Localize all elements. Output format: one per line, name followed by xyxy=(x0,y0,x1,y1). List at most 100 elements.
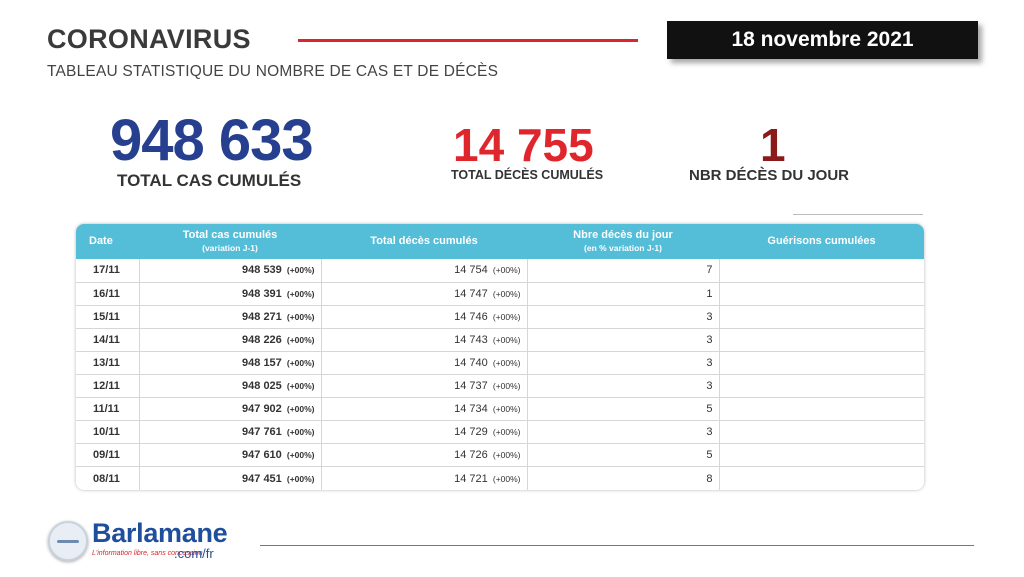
cell-daily-deaths-value: 8 xyxy=(706,472,713,485)
table-row: 08/11 947 451 (+00%) 14 721 (+00%) 8 xyxy=(76,466,924,490)
cell-daily-deaths-value: 5 xyxy=(706,449,713,462)
cell-cases-value: 948 391 xyxy=(242,287,282,300)
table-header-row: Date Total cas cumulés (variation J-1) T… xyxy=(76,224,924,259)
date-badge: 18 novembre 2021 xyxy=(667,21,978,59)
cell-cases-variation: (+00%) xyxy=(286,404,315,415)
cell-date-value: 14/11 xyxy=(93,333,120,346)
cell-deaths-variation: (+00%) xyxy=(492,265,521,276)
cell-date: 16/11 xyxy=(76,282,140,306)
cell-cases-value: 948 157 xyxy=(242,356,282,369)
cell-cases: 947 610 (+00%) xyxy=(139,443,322,468)
cell-deaths-value: 14 729 xyxy=(454,426,488,439)
cell-cases-value: 947 761 xyxy=(242,426,282,439)
cell-daily-deaths: 5 xyxy=(527,443,720,468)
cell-date: 14/11 xyxy=(76,328,140,352)
header-cases: Total cas cumulés (variation J-1) xyxy=(139,224,321,259)
cell-deaths-value: 14 734 xyxy=(454,403,488,416)
cell-recovered xyxy=(719,374,924,399)
cell-daily-deaths: 3 xyxy=(527,328,720,352)
cell-daily-deaths: 7 xyxy=(527,259,720,283)
cell-deaths-variation: (+00%) xyxy=(492,357,521,368)
cell-cases-variation: (+00%) xyxy=(286,265,315,276)
total-cases-label: TOTAL CAS CUMULÉS xyxy=(117,171,302,190)
cell-deaths-variation: (+00%) xyxy=(492,311,521,322)
cell-date-value: 17/11 xyxy=(93,264,120,277)
cell-deaths: 14 746 (+00%) xyxy=(321,305,528,329)
title-divider xyxy=(298,39,638,42)
cell-deaths: 14 721 (+00%) xyxy=(321,466,528,490)
table-row: 11/11 947 902 (+00%) 14 734 (+00%) 5 xyxy=(76,397,924,422)
cell-cases: 948 226 (+00%) xyxy=(139,328,322,352)
cell-cases-value: 947 451 xyxy=(242,472,282,485)
header-cases-label: Total cas cumulés xyxy=(182,229,278,242)
cell-cases: 948 539 (+00%) xyxy=(139,259,322,283)
brand-name: Barlamane xyxy=(92,518,228,548)
cell-recovered xyxy=(719,351,924,375)
cell-date-value: 12/11 xyxy=(93,380,120,393)
header-cases-sub: (variation J-1) xyxy=(202,243,258,254)
table-row: 14/11 948 226 (+00%) 14 743 (+00%) 3 xyxy=(76,328,924,352)
cell-cases: 947 902 (+00%) xyxy=(139,397,322,422)
header-daily-deaths: Nbre décès du jour (en % variation J-1) xyxy=(527,224,719,259)
cell-cases-value: 947 610 xyxy=(242,449,282,462)
cell-recovered xyxy=(719,305,924,329)
cell-date-value: 13/11 xyxy=(93,356,120,369)
cell-cases: 948 157 (+00%) xyxy=(139,351,322,375)
cell-cases-variation: (+00%) xyxy=(286,450,315,461)
cell-cases: 948 025 (+00%) xyxy=(139,374,322,399)
cell-date: 15/11 xyxy=(76,305,140,329)
total-cases-value: 948 633 xyxy=(110,108,314,173)
table-row: 16/11 948 391 (+00%) 14 747 (+00%) 1 xyxy=(76,282,924,306)
cell-deaths-variation: (+00%) xyxy=(492,381,521,392)
brand-tagline: L'information libre, sans concession xyxy=(92,550,203,557)
cell-cases-variation: (+00%) xyxy=(286,381,315,392)
cell-daily-deaths: 5 xyxy=(527,397,720,422)
cell-date: 13/11 xyxy=(76,351,140,375)
cell-deaths: 14 737 (+00%) xyxy=(321,374,528,399)
cell-recovered xyxy=(719,420,924,445)
cell-deaths: 14 734 (+00%) xyxy=(321,397,528,422)
table-row: 09/11 947 610 (+00%) 14 726 (+00%) 5 xyxy=(76,443,924,468)
cell-daily-deaths-value: 3 xyxy=(706,426,713,439)
page-title: CORONAVIRUS xyxy=(47,24,251,54)
cell-daily-deaths: 3 xyxy=(527,351,720,375)
daily-deaths-label: NBR DÉCÈS DU JOUR xyxy=(689,167,850,184)
cell-date: 17/11 xyxy=(76,259,140,283)
cell-deaths-value: 14 754 xyxy=(454,264,488,277)
cell-daily-deaths: 3 xyxy=(527,374,720,399)
table-row: 13/11 948 157 (+00%) 14 740 (+00%) 3 xyxy=(76,351,924,375)
cell-daily-deaths-value: 3 xyxy=(706,310,713,323)
cell-deaths-variation: (+00%) xyxy=(492,404,521,415)
cell-recovered xyxy=(719,443,924,468)
cell-deaths: 14 726 (+00%) xyxy=(321,443,528,468)
cell-daily-deaths-value: 3 xyxy=(706,333,713,346)
cell-cases-variation: (+00%) xyxy=(286,334,315,345)
barlamane-logo-icon xyxy=(48,521,88,561)
cell-recovered xyxy=(719,282,924,306)
cell-cases-variation: (+00%) xyxy=(286,288,315,299)
total-deaths-label: TOTAL DÉCÈS CUMULÉS xyxy=(451,168,604,182)
cell-recovered xyxy=(719,397,924,422)
cell-daily-deaths: 3 xyxy=(527,305,720,329)
cell-deaths-variation: (+00%) xyxy=(492,450,521,461)
cell-deaths-variation: (+00%) xyxy=(492,334,521,345)
cell-cases-variation: (+00%) xyxy=(286,427,315,438)
stats-table: Date Total cas cumulés (variation J-1) T… xyxy=(76,224,924,490)
cell-cases-value: 948 226 xyxy=(242,333,282,346)
table-row: 12/11 948 025 (+00%) 14 737 (+00%) 3 xyxy=(76,374,924,399)
cell-cases-value: 948 271 xyxy=(242,310,282,323)
header-day-sub: (en % variation J-1) xyxy=(584,243,662,254)
footer-divider xyxy=(260,545,974,546)
cell-daily-deaths-value: 1 xyxy=(706,287,713,300)
cell-cases-value: 948 025 xyxy=(242,380,282,393)
cell-deaths-value: 14 746 xyxy=(454,310,488,323)
brand-domain: .com/fr xyxy=(174,546,214,561)
cell-deaths: 14 740 (+00%) xyxy=(321,351,528,375)
cell-deaths: 14 747 (+00%) xyxy=(321,282,528,306)
cell-deaths-value: 14 747 xyxy=(454,287,488,300)
cell-cases-variation: (+00%) xyxy=(286,473,315,484)
cell-date: 09/11 xyxy=(76,443,140,468)
cell-date-value: 10/11 xyxy=(93,426,120,439)
cell-cases-variation: (+00%) xyxy=(286,311,315,322)
header-recovered: Guérisons cumulées xyxy=(767,234,876,247)
